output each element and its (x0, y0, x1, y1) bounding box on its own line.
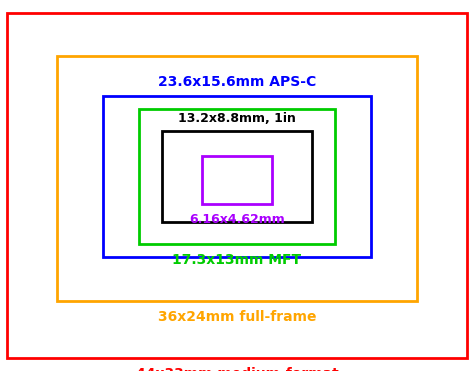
Bar (103, 96, 371, 257)
Bar (202, 156, 272, 204)
Text: 6.16x4.62mm: 6.16x4.62mm (189, 213, 285, 226)
Bar (162, 131, 311, 221)
Text: 17.3x13mm MFT: 17.3x13mm MFT (173, 253, 301, 267)
Text: 23.6x15.6mm APS-C: 23.6x15.6mm APS-C (158, 75, 316, 89)
Text: 44x33mm medium-format: 44x33mm medium-format (136, 367, 338, 371)
Bar (138, 108, 336, 244)
Text: 36x24mm full-frame: 36x24mm full-frame (158, 310, 316, 324)
Text: 13.2x8.8mm, 1in: 13.2x8.8mm, 1in (178, 112, 296, 125)
Bar (57, 56, 417, 301)
